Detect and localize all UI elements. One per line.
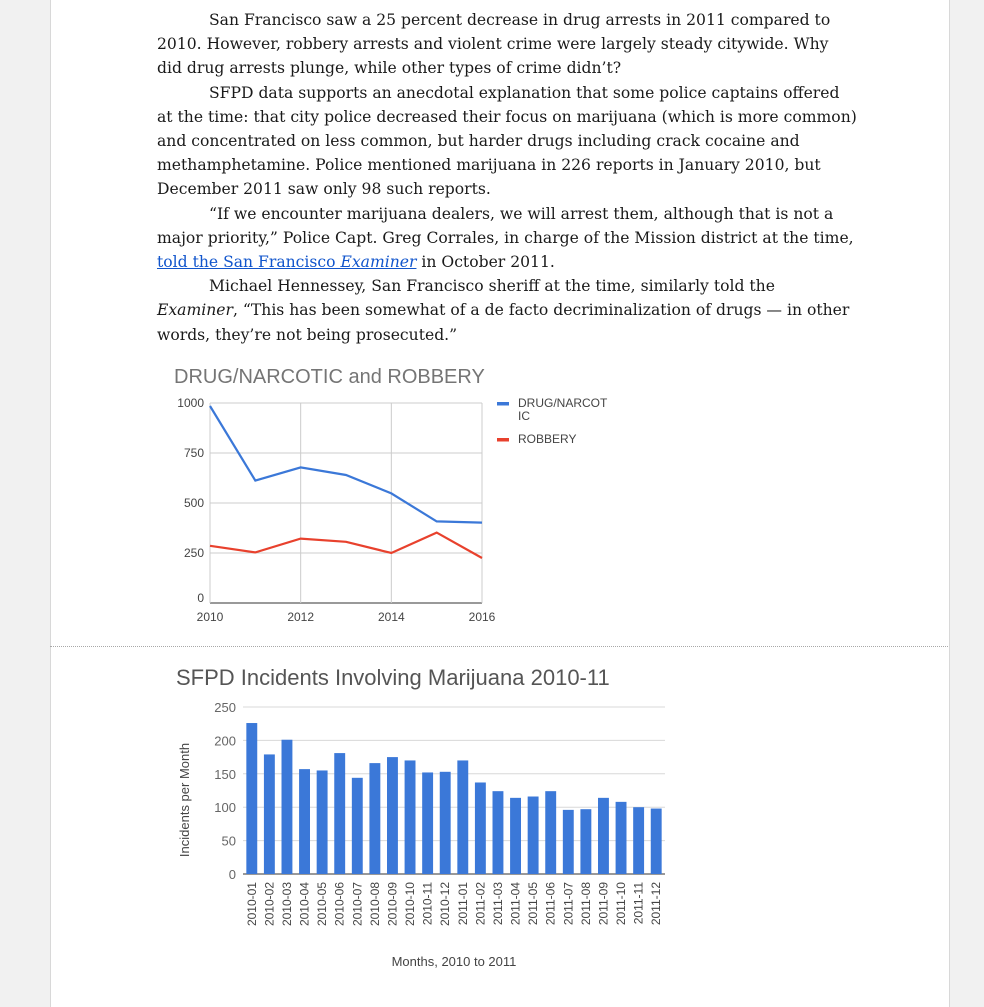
line-chart-svg: DRUG/NARCOTIC and ROBBERY 0 250 500 750 1000 2… xyxy=(174,366,608,624)
y-tick-label: 1000 xyxy=(177,396,204,410)
x-tick-label: 2011-08 xyxy=(579,882,593,925)
legend-swatch xyxy=(497,402,509,406)
x-tick-label: 2011-09 xyxy=(596,882,610,925)
x-tick-label: 2014 xyxy=(378,610,405,624)
bar-2010-11 xyxy=(422,772,434,874)
bar-2010-03 xyxy=(281,739,293,874)
bar-2011-07 xyxy=(562,809,574,874)
paragraph-text: San Francisco saw a 25 percent decrease … xyxy=(157,11,831,78)
x-tick-label: 2010 xyxy=(197,610,224,624)
chart-title: SFPD Incidents Involving Marijuana 2010-… xyxy=(176,665,610,690)
y-tick-label: 250 xyxy=(214,700,236,715)
x-tick-label: 2011-01 xyxy=(456,882,470,925)
x-tick-label: 2012 xyxy=(287,610,314,624)
x-tick-label: 2011-07 xyxy=(561,882,575,925)
bar-2011-04 xyxy=(510,797,521,874)
x-tick-label: 2010-11 xyxy=(421,882,435,925)
y-tick-label: 100 xyxy=(214,800,236,815)
legend-label-line: IC xyxy=(518,409,530,423)
x-tick-label: 2011-04 xyxy=(509,882,523,925)
x-tick-label: 2010-04 xyxy=(298,882,312,926)
x-tick-label: 2010-12 xyxy=(438,882,452,926)
bar-2011-08 xyxy=(580,809,592,874)
y-tick-label: 500 xyxy=(184,496,204,510)
legend-label-line: DRUG/NARCOT xyxy=(518,396,608,410)
x-tick-label: 2011-11 xyxy=(632,882,646,925)
article-body: San Francisco saw a 25 percent decrease … xyxy=(157,8,857,347)
x-tick-label: 2010-09 xyxy=(385,882,399,926)
bar-2010-10 xyxy=(404,760,416,874)
y-tick-label: 750 xyxy=(184,446,204,460)
paragraph-text: “If we encounter marijuana dealers, we w… xyxy=(157,204,854,247)
y-tick-label: 200 xyxy=(214,733,236,748)
legend-swatch xyxy=(497,438,509,442)
chart-title: DRUG/NARCOTIC and ROBBERY xyxy=(174,366,485,388)
bar-2010-09 xyxy=(387,757,398,874)
bar-2011-05 xyxy=(527,796,539,874)
bar-2010-12 xyxy=(439,771,451,874)
bar-chart-marijuana: SFPD Incidents Involving Marijuana 2010-… xyxy=(160,650,680,980)
x-tick-label: 2016 xyxy=(469,610,496,624)
x-tick-label: 2010-05 xyxy=(315,882,329,926)
bar-2010-04 xyxy=(299,769,310,874)
x-tick-label: 2011-10 xyxy=(614,882,628,925)
page-break xyxy=(50,646,948,647)
paragraph-text: , “This has been somewhat of a de facto … xyxy=(157,301,850,344)
bar-2010-08 xyxy=(369,763,381,874)
x-tick-label: 2011-06 xyxy=(544,882,558,925)
bar-chart-svg: SFPD Incidents Involving Marijuana 2010-… xyxy=(176,665,665,969)
bar-2010-06 xyxy=(334,753,346,874)
bar-2011-09 xyxy=(598,797,609,874)
x-tick-label: 2010-02 xyxy=(262,882,276,926)
bar-2010-01 xyxy=(246,723,258,874)
paragraph-text: Michael Hennessey, San Francisco sheriff… xyxy=(209,277,775,296)
paragraph: SFPD data supports an anecdotal explanat… xyxy=(157,81,857,202)
x-tick-label: 2010-07 xyxy=(350,882,364,926)
bar-2010-07 xyxy=(351,777,363,874)
paragraph: “If we encounter marijuana dealers, we w… xyxy=(157,202,857,275)
legend-label: DRUG/NARCOT IC xyxy=(518,396,608,423)
link-text[interactable]: told the San Francisco xyxy=(157,253,341,272)
line-chart-drug-robbery: DRUG/NARCOTIC and ROBBERY 0 250 500 750 1000 2… xyxy=(160,356,640,636)
bar-2011-11 xyxy=(633,807,645,874)
bar-2010-02 xyxy=(263,754,275,874)
x-tick-label: 2010-03 xyxy=(280,882,294,926)
publication-name: Examiner xyxy=(157,301,233,320)
examiner-article-link[interactable]: told the San Francisco Examiner xyxy=(157,253,416,271)
x-tick-label: 2011-02 xyxy=(473,882,487,925)
x-tick-label: 2011-03 xyxy=(491,882,505,925)
bar-2011-01 xyxy=(457,760,469,874)
y-tick-label: 0 xyxy=(197,591,204,605)
series-line-drug-narcotic xyxy=(209,405,483,524)
paragraph-text: SFPD data supports an anecdotal explanat… xyxy=(157,83,857,199)
x-tick-label: 2011-05 xyxy=(526,882,540,925)
paragraph: San Francisco saw a 25 percent decrease … xyxy=(157,8,857,81)
bar-2011-03 xyxy=(492,791,504,874)
x-tick-label: 2010-01 xyxy=(245,882,259,926)
x-tick-label: 2010-08 xyxy=(368,882,382,926)
series-line-robbery xyxy=(209,531,483,559)
x-axis-title: Months, 2010 to 2011 xyxy=(392,954,517,969)
link-text-italic[interactable]: Examiner xyxy=(340,253,417,272)
paragraph-text: in October 2011. xyxy=(416,253,555,272)
bar-2011-06 xyxy=(545,791,557,874)
x-tick-label: 2011-12 xyxy=(649,882,663,925)
y-tick-label: 0 xyxy=(229,867,236,882)
paragraph: Michael Hennessey, San Francisco sheriff… xyxy=(157,274,857,347)
y-tick-label: 150 xyxy=(214,767,236,782)
legend-label: ROBBERY xyxy=(518,432,576,446)
y-tick-label: 50 xyxy=(222,834,236,849)
bar-2010-05 xyxy=(316,770,328,874)
x-tick-label: 2010-10 xyxy=(403,882,417,926)
y-axis-title: Incidents per Month xyxy=(177,743,192,857)
x-tick-label: 2010-06 xyxy=(333,882,347,926)
bar-2011-10 xyxy=(615,801,627,874)
bar-2011-02 xyxy=(474,782,486,874)
y-tick-label: 250 xyxy=(184,546,204,560)
bar-2011-12 xyxy=(650,808,662,874)
